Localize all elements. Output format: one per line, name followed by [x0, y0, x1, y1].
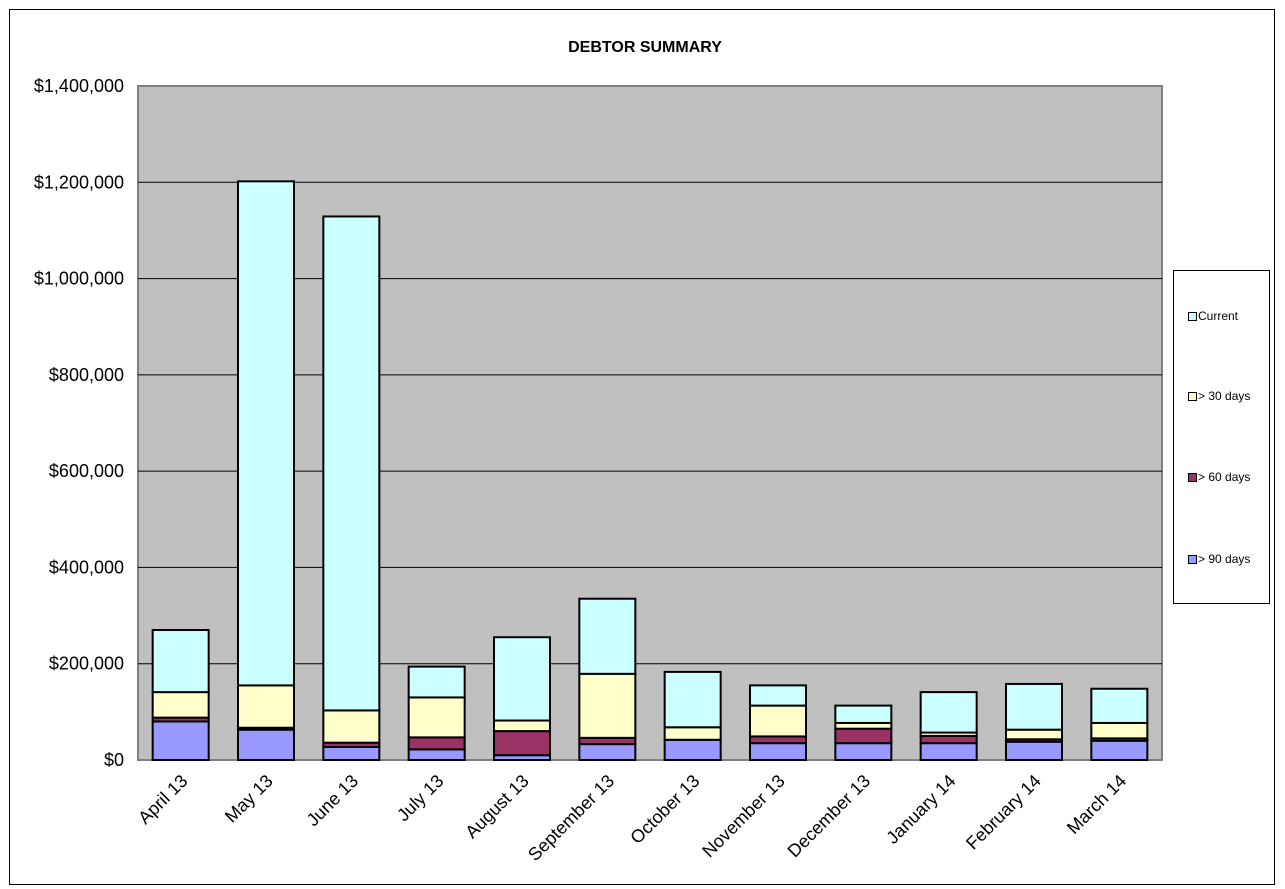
bar-segment	[919, 734, 978, 745]
legend-item: Current	[1188, 309, 1238, 323]
bar-segment	[1090, 687, 1149, 724]
bar-segment	[237, 180, 295, 687]
bar-segment	[919, 742, 978, 762]
bar-segment	[322, 215, 381, 712]
bar-segment	[749, 742, 807, 762]
x-tick-label: January 14	[882, 771, 959, 848]
plot-area	[137, 85, 1163, 761]
bar-segment	[919, 691, 978, 734]
bar-segment	[407, 736, 466, 751]
bar-segment	[749, 704, 807, 738]
bar-segment	[407, 665, 466, 699]
y-tick-label: $1,200,000	[34, 172, 124, 192]
bar-segment	[493, 636, 551, 722]
bars	[151, 180, 1149, 762]
bar-segment	[1090, 721, 1149, 740]
y-tick-label: $0	[104, 750, 124, 770]
x-tick-label: March 14	[1063, 771, 1130, 838]
bar-segment	[834, 727, 893, 745]
bar-segment	[834, 704, 893, 724]
bar-segment	[237, 684, 295, 729]
y-tick-label: $1,400,000	[34, 76, 124, 96]
bar-segment	[237, 728, 295, 761]
y-tick-label: $400,000	[49, 557, 124, 577]
bar-segment	[663, 670, 722, 729]
bar-segment	[407, 748, 466, 761]
bar-segment	[749, 735, 807, 745]
y-axis-ticks: $0 $200,000 $400,000 $600,000 $800,000 $1,000…	[34, 76, 124, 770]
bar-segment	[749, 684, 807, 707]
y-tick-label: $1,000,000	[34, 269, 124, 289]
legend-swatch	[1188, 554, 1197, 564]
y-tick-label: $800,000	[49, 365, 124, 385]
chart-title: DEBTOR SUMMARY	[568, 39, 722, 56]
x-tick-label: November 13	[698, 771, 789, 862]
legend-item: > 90 days	[1188, 552, 1250, 566]
y-tick-label: $200,000	[49, 654, 124, 674]
legend-label: > 90 days	[1198, 552, 1251, 566]
bar-segment	[1005, 740, 1063, 761]
legend-label: > 30 days	[1198, 389, 1251, 403]
x-axis-ticks: April 13 May 13 June 13 July 13 August 13Sep…	[134, 771, 1130, 865]
grid-lines	[138, 181, 1162, 665]
bar-segment	[1005, 728, 1063, 741]
bar-segment	[1005, 682, 1063, 731]
legend-swatch	[1188, 391, 1197, 401]
x-tick-label: April 13	[134, 771, 191, 828]
x-tick-label: September 13	[524, 771, 618, 865]
bar-segment	[493, 730, 551, 757]
bar-segment	[151, 629, 210, 694]
x-tick-label: December 13	[784, 771, 875, 862]
x-tick-label: February 14	[962, 771, 1045, 854]
x-tick-label: August 13	[461, 771, 532, 842]
legend-swatch	[1188, 311, 1197, 321]
legend-swatch	[1188, 472, 1197, 482]
legend-item: > 30 days	[1188, 389, 1250, 403]
y-tick-label: $600,000	[49, 461, 124, 481]
bar-segment	[322, 746, 381, 761]
bar-segment	[493, 719, 551, 733]
legend-label: Current	[1198, 309, 1239, 323]
bar-segment	[1090, 739, 1149, 762]
bar-segment	[578, 672, 637, 739]
bar-segment	[151, 720, 210, 762]
x-tick-label: June 13	[303, 771, 362, 830]
legend-item: > 60 days	[1188, 470, 1250, 484]
bar-segment	[322, 709, 381, 744]
x-tick-label: May 13	[221, 771, 277, 827]
bar-segment	[151, 691, 210, 719]
legend: Current > 30 days > 60 days > 90 days	[1173, 270, 1270, 604]
bar-segment	[834, 742, 893, 762]
bar-segment	[578, 597, 637, 675]
legend-label: > 60 days	[1198, 470, 1251, 484]
x-tick-label: October 13	[626, 771, 703, 848]
bar-segment	[663, 738, 722, 762]
bar-segment	[663, 726, 722, 741]
bar-segment	[407, 696, 466, 739]
x-tick-label: July 13	[393, 771, 447, 825]
bar-segment	[578, 743, 637, 761]
